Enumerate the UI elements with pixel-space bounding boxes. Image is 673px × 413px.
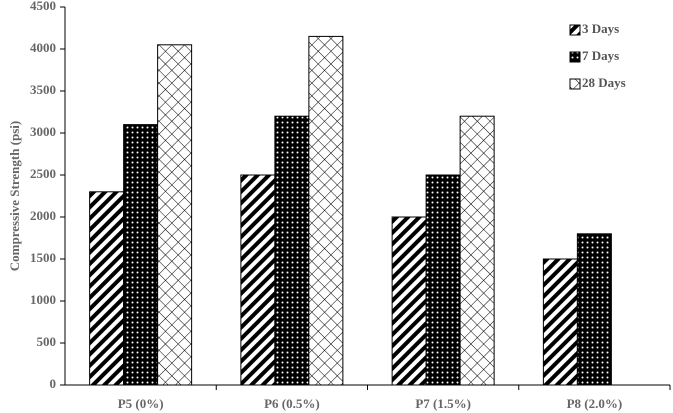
bar [391,216,427,386]
bar [459,115,495,386]
y-tick-label: 4000 [30,40,56,55]
legend-swatch [569,24,581,36]
x-tick-label: P8 (2.0%) [567,396,623,411]
legend-label: 7 Days [582,48,619,63]
bar [274,115,310,386]
y-tick-label: 1500 [30,250,56,265]
y-tick-label: 2500 [30,166,56,181]
legend: 3 Days 7 Days 28 Days [569,21,626,90]
x-tick-label: P5 (0%) [118,396,164,411]
legend-swatch [569,78,581,90]
bar [123,124,159,386]
y-tick-label: 1000 [30,292,56,307]
bar [576,233,612,386]
bar [425,174,461,386]
bar [240,174,276,386]
bar [89,191,125,386]
y-tick-label: 0 [50,376,57,391]
y-tick-label: 2000 [30,208,56,223]
legend-label: 3 Days [582,21,619,36]
x-tick-label: P7 (1.5%) [415,396,471,411]
legend-label: 28 Days [582,75,626,90]
y-tick-label: 4500 [30,0,56,13]
legend-swatch [569,51,581,63]
bar [542,258,578,386]
bar [308,35,344,386]
y-tick-label: 3000 [30,124,56,139]
y-tick-label: 3500 [30,82,56,97]
y-axis-title: Compressive Strength (psi) [7,121,22,271]
y-tick-label: 500 [37,334,57,349]
x-tick-label: P6 (0.5%) [264,396,320,411]
bar [157,44,193,386]
